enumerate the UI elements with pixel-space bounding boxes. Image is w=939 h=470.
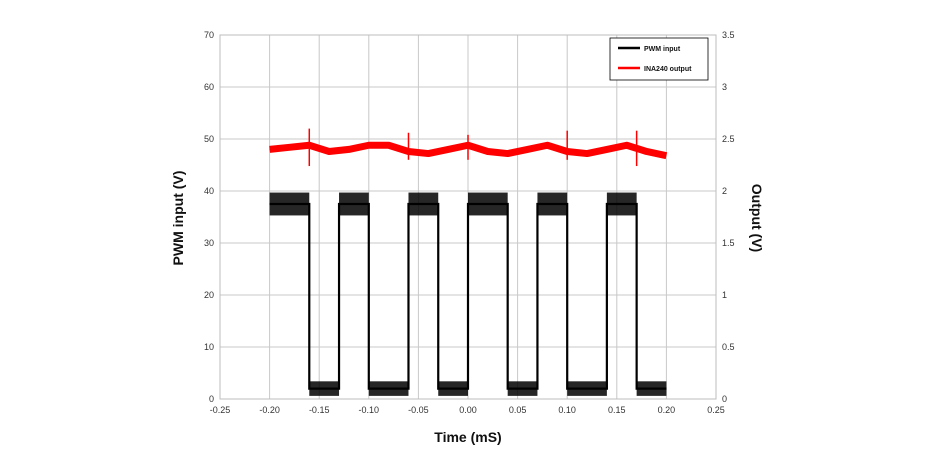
x-tick-label: 0.05 <box>509 405 527 415</box>
x-tick-label: -0.10 <box>359 405 380 415</box>
legend-label-ina240: INA240 output <box>644 66 692 73</box>
y-tick-label: 10 <box>204 342 214 352</box>
y-tick-label: 20 <box>204 290 214 300</box>
series-layer <box>269 128 668 396</box>
x-tick-label: 0.10 <box>558 405 576 415</box>
x-tick-label: -0.15 <box>309 405 330 415</box>
series-pwm-input-band <box>368 381 409 396</box>
x-tick-label: -0.25 <box>210 405 231 415</box>
series-pwm-input-band <box>269 192 310 216</box>
legend-label-pwm: PWM input <box>644 46 681 53</box>
x-tick-label: -0.05 <box>408 405 429 415</box>
y-tick-label: 0 <box>209 394 214 404</box>
series-pwm-input-band <box>309 381 340 396</box>
y2-tick-label: 0 <box>722 394 727 404</box>
series-pwm-input-band <box>507 381 538 396</box>
y-axis-title: PWM input (V) <box>170 171 186 266</box>
series-pwm-input-band <box>636 381 667 396</box>
series-pwm-input-band <box>567 381 607 396</box>
legend: PWM input INA240 output <box>609 37 709 81</box>
y2-tick-label: 1 <box>722 290 727 300</box>
series-pwm-input-band <box>537 192 568 216</box>
plot-frame <box>219 34 717 400</box>
ticks: -0.25 -0.20 -0.15 -0.10 -0.05 0.00 0.05 0.10 0.1… <box>204 30 735 415</box>
y-tick-label: 50 <box>204 134 214 144</box>
legend-box <box>609 37 709 81</box>
x-tick-label: 0.15 <box>608 405 626 415</box>
x-tick-label: 0.20 <box>658 405 676 415</box>
y-tick-label: 40 <box>204 186 214 196</box>
series-pwm-input-band <box>408 192 439 216</box>
y-tick-label: 70 <box>204 30 214 40</box>
y2-tick-label: 1.5 <box>722 238 735 248</box>
y2-tick-label: 3 <box>722 82 727 92</box>
series-pwm-input-band <box>606 192 637 216</box>
x-tick-label: 0.25 <box>707 405 725 415</box>
y2-tick-label: 2 <box>722 186 727 196</box>
series-pwm-input-band <box>468 192 508 216</box>
series-pwm-input-band <box>438 381 468 396</box>
y-tick-label: 60 <box>204 82 214 92</box>
x-tick-label: 0.00 <box>459 405 477 415</box>
series-pwm-input-line <box>269 202 667 390</box>
y2-tick-label: 2.5 <box>722 134 735 144</box>
y2-axis-title: Output (V) <box>749 184 765 252</box>
y2-tick-label: 3.5 <box>722 30 735 40</box>
y2-tick-label: 0.5 <box>722 342 735 352</box>
y-tick-label: 30 <box>204 238 214 248</box>
x-axis-title: Time (mS) <box>434 429 501 445</box>
x-tick-label: -0.20 <box>259 405 280 415</box>
series-pwm-input-band <box>339 192 369 216</box>
